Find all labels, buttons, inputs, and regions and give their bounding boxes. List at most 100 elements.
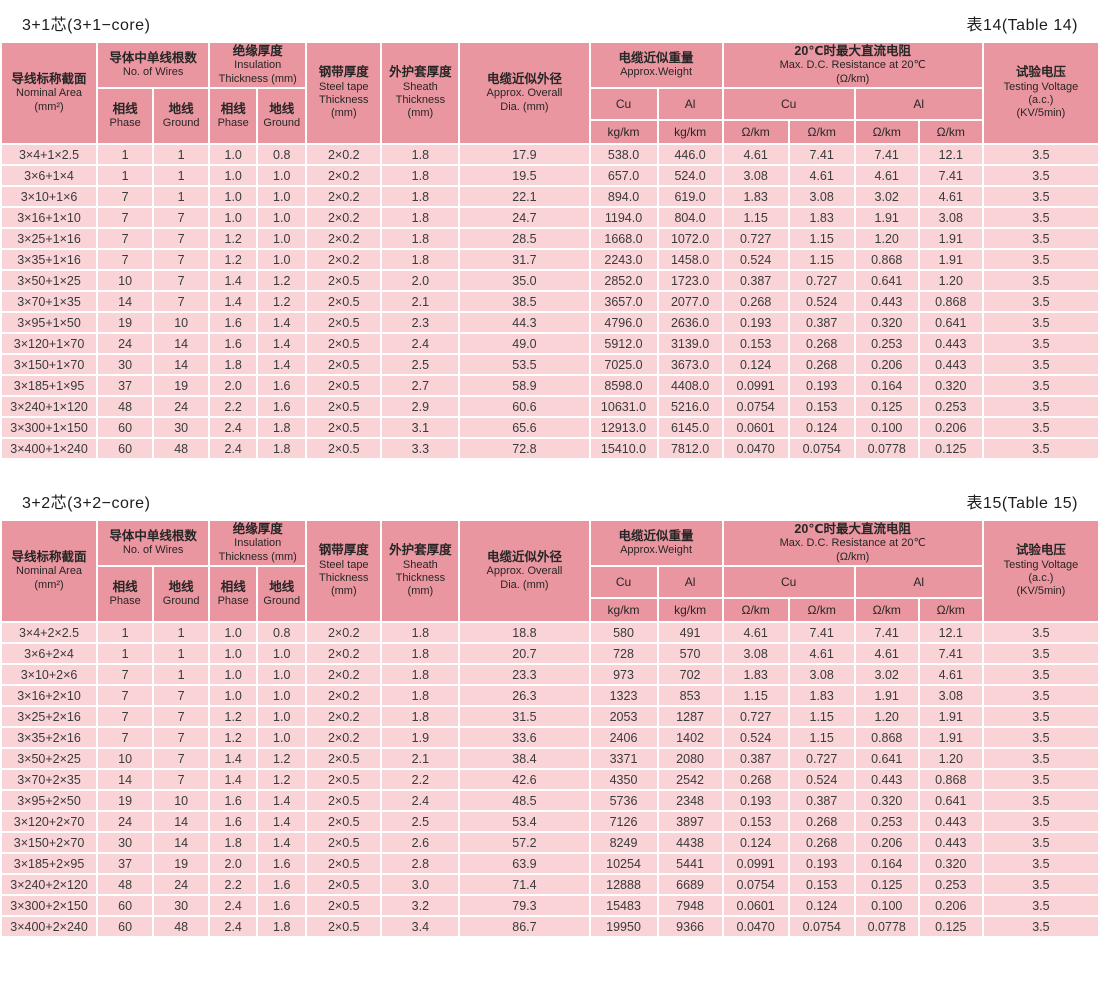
table-cell: 4.61: [919, 665, 982, 685]
table-cell: 1.8: [382, 145, 459, 165]
table-cell: 3×400+2×240: [2, 917, 97, 937]
table-cell: 4.61: [789, 166, 854, 186]
header-en: Phase: [217, 595, 249, 608]
table-cell: 0.206: [919, 418, 982, 438]
table-cell: 8598.0: [590, 376, 657, 396]
table-cell: 15410.0: [590, 439, 657, 459]
table-row: 3×35+1×16 7 7 1.2 1.0 2×0.2 1.8 31.7 2243.0 1458.…: [2, 250, 1098, 270]
table-row: 3×70+1×35 14 7 1.4 1.2 2×0.5 2.1 38.5 3657.0 2077…: [2, 292, 1098, 312]
table-cell: 20.7: [460, 644, 589, 664]
table-cell: 0.727: [723, 707, 788, 727]
table-cell: 1.0: [210, 623, 257, 643]
table-cell: 2×0.2: [307, 686, 381, 706]
table-cell: 31.5: [460, 707, 589, 727]
table-cell: 1: [154, 644, 209, 664]
table-cell: 2.1: [382, 292, 459, 312]
table-cell: 86.7: [460, 917, 589, 937]
table-row: 3×10+2×6 7 1 1.0 1.0 2×0.2 1.8 23.3 973 702 1.83 3.…: [2, 665, 1098, 685]
table-row: 3×240+1×120 48 24 2.2 1.6 2×0.5 2.9 60.6 10631.0…: [2, 397, 1098, 417]
col-header-wires-phase: 相线 Phase: [98, 89, 153, 144]
table-cell: 0.193: [723, 313, 788, 333]
table-cell: 3.5: [983, 812, 1098, 832]
header-en: Phase: [217, 116, 249, 129]
table-cell: 2.2: [210, 397, 257, 417]
table-cell: 0.268: [723, 770, 788, 790]
table-cell: 7.41: [855, 145, 918, 165]
table-cell: 7: [98, 208, 153, 228]
col-header-insulation-group: 绝缘厚度 Insulation Thickness (mm): [210, 43, 306, 88]
table-row: 3×16+2×10 7 7 1.0 1.0 2×0.2 1.8 26.3 1323 853 1.15…: [2, 686, 1098, 706]
table-cell: 0.727: [789, 271, 854, 291]
table-cell: 3×25+1×16: [2, 229, 97, 249]
table-cell: 60: [98, 896, 153, 916]
table-cell: 0.0991: [723, 854, 788, 874]
table-cell: 3×70+2×35: [2, 770, 97, 790]
table-cell: 3897: [658, 812, 722, 832]
table-cell: 0.153: [723, 812, 788, 832]
table-cell: 0.125: [919, 917, 982, 937]
header-en: Insulation Thickness (mm): [218, 59, 297, 85]
table-row: 3×150+2×70 30 14 1.8 1.4 2×0.5 2.6 57.2 8249 4438…: [2, 833, 1098, 853]
table-cell: 1.9: [382, 728, 459, 748]
table-cell: 524.0: [658, 166, 722, 186]
table-cell: 5912.0: [590, 334, 657, 354]
table-cell: 2.0: [382, 271, 459, 291]
table-cell: 0.443: [855, 292, 918, 312]
table-cell: 2×0.2: [307, 208, 381, 228]
table-cell: 7126: [590, 812, 657, 832]
table-cell: 570: [658, 644, 722, 664]
table-cell: 619.0: [658, 187, 722, 207]
table-cell: 3.08: [919, 686, 982, 706]
table-cell: 0.387: [723, 749, 788, 769]
table-cell: 12.1: [919, 145, 982, 165]
table-cell: 2080: [658, 749, 722, 769]
table-cell: 1.0: [258, 665, 306, 685]
table-cell: 7.41: [919, 166, 982, 186]
table-cell: 60: [98, 917, 153, 937]
table-cell: 1.83: [723, 665, 788, 685]
table-cell: 1.6: [258, 376, 306, 396]
table-cell: 0.164: [855, 376, 918, 396]
table-cell: 2×0.5: [307, 833, 381, 853]
col-header-unit-ohmkm: Ω/km: [855, 121, 918, 144]
header-en: Approx.Weight: [620, 65, 693, 78]
table-cell: 0.524: [789, 292, 854, 312]
table-cell: 3657.0: [590, 292, 657, 312]
table-cell: 1.4: [258, 791, 306, 811]
table-label: 表14(Table 14): [966, 17, 1078, 34]
table-cell: 1.8: [382, 623, 459, 643]
table-cell: 3×10+2×6: [2, 665, 97, 685]
table-cell: 1.0: [210, 665, 257, 685]
table-cell: 1.8: [382, 644, 459, 664]
table-cell: 1.4: [258, 334, 306, 354]
table-row: 3×4+2×2.5 1 1 1.0 0.8 2×0.2 1.8 18.8 580 491 4.61 7…: [2, 623, 1098, 643]
table-cell: 1.0: [210, 686, 257, 706]
table-cell: 24: [98, 334, 153, 354]
table-cell: 3.5: [983, 418, 1098, 438]
table-cell: 14: [154, 833, 209, 853]
table-cell: 65.6: [460, 418, 589, 438]
table-cell: 10: [98, 749, 153, 769]
table-cell: 0.193: [789, 376, 854, 396]
table-cell: 1.83: [789, 686, 854, 706]
table-cell: 38.4: [460, 749, 589, 769]
table-cell: 57.2: [460, 833, 589, 853]
table-row: 3×120+1×70 24 14 1.6 1.4 2×0.5 2.4 49.0 5912.0 31…: [2, 334, 1098, 354]
table-cell: 0.268: [723, 292, 788, 312]
table-cell: 1.0: [258, 208, 306, 228]
table-cell: 3×240+2×120: [2, 875, 97, 895]
table-cell: 2×0.5: [307, 770, 381, 790]
table-cell: 491: [658, 623, 722, 643]
table-cell: 3.5: [983, 397, 1098, 417]
table-cell: 0.124: [789, 896, 854, 916]
table-cell: 7: [98, 686, 153, 706]
table-cell: 3.5: [983, 917, 1098, 937]
table-cell: 1.8: [382, 686, 459, 706]
header-en: Approx.Weight: [620, 544, 693, 557]
table-cell: 71.4: [460, 875, 589, 895]
table-cell: 2852.0: [590, 271, 657, 291]
table-cell: 3.08: [789, 665, 854, 685]
table-cell: 7: [154, 770, 209, 790]
table-cell: 3×185+1×95: [2, 376, 97, 396]
table-cell: 1: [98, 145, 153, 165]
